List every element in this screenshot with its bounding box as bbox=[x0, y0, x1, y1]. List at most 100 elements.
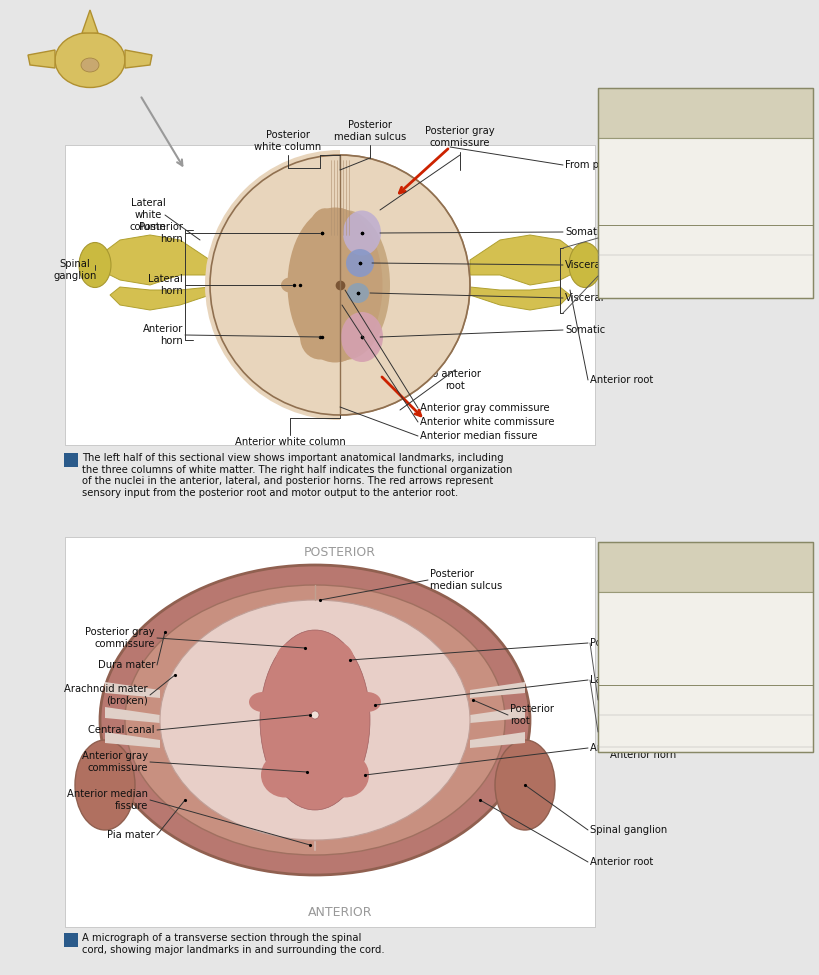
Text: Anterior horn: Anterior horn bbox=[609, 750, 676, 760]
Polygon shape bbox=[28, 50, 55, 68]
Text: b: b bbox=[68, 934, 75, 945]
Polygon shape bbox=[469, 235, 579, 285]
Text: Dura mater: Dura mater bbox=[97, 660, 155, 670]
Polygon shape bbox=[100, 235, 210, 285]
Text: Posterior gray
commissure: Posterior gray commissure bbox=[85, 627, 155, 648]
Polygon shape bbox=[124, 50, 152, 68]
Text: Structural Organization
of Gray Matter: Structural Organization of Gray Matter bbox=[627, 553, 783, 581]
Text: Posterior
white column: Posterior white column bbox=[254, 131, 321, 152]
Text: The cell bodies of neurons
in the gray matter of the
spinal cord are organized
i: The cell bodies of neurons in the gray m… bbox=[604, 145, 731, 202]
Ellipse shape bbox=[124, 585, 505, 855]
Text: Anterior gray
commissure: Anterior gray commissure bbox=[82, 751, 147, 773]
Text: Lateral horn: Lateral horn bbox=[590, 675, 649, 685]
Polygon shape bbox=[469, 732, 524, 748]
FancyBboxPatch shape bbox=[65, 452, 79, 466]
Text: Lateral horn: Lateral horn bbox=[609, 727, 670, 737]
Ellipse shape bbox=[320, 753, 369, 798]
FancyBboxPatch shape bbox=[597, 138, 812, 298]
Text: Somatic: Somatic bbox=[564, 325, 604, 335]
Ellipse shape bbox=[281, 277, 303, 293]
Ellipse shape bbox=[260, 630, 369, 810]
Text: Anterior
horn: Anterior horn bbox=[143, 325, 183, 346]
Text: Anterior root: Anterior root bbox=[590, 375, 653, 385]
Ellipse shape bbox=[160, 600, 469, 840]
Text: Anterior gray commissure: Anterior gray commissure bbox=[419, 403, 549, 413]
Polygon shape bbox=[105, 707, 160, 723]
Text: Anterior median fissure: Anterior median fissure bbox=[419, 431, 536, 441]
Text: Functional Organization
of Gray Matter: Functional Organization of Gray Matter bbox=[626, 99, 784, 127]
Ellipse shape bbox=[300, 210, 390, 360]
Text: Arachnoid mater
(broken): Arachnoid mater (broken) bbox=[65, 684, 147, 706]
Ellipse shape bbox=[352, 692, 381, 712]
Polygon shape bbox=[469, 287, 569, 310]
Ellipse shape bbox=[306, 209, 337, 257]
Text: Pia mater: Pia mater bbox=[107, 830, 155, 840]
Text: Posterior horn: Posterior horn bbox=[609, 695, 679, 705]
Text: Visceral: Visceral bbox=[564, 293, 604, 303]
Ellipse shape bbox=[319, 642, 354, 682]
FancyBboxPatch shape bbox=[597, 88, 812, 138]
Ellipse shape bbox=[100, 565, 529, 875]
Ellipse shape bbox=[300, 315, 340, 360]
Text: Posterior
median sulcus: Posterior median sulcus bbox=[429, 569, 501, 591]
Text: Anterior horn: Anterior horn bbox=[590, 743, 655, 753]
Text: The left half of this sectional view shows important anatomical landmarks, inclu: The left half of this sectional view sho… bbox=[82, 453, 512, 498]
Ellipse shape bbox=[346, 283, 369, 303]
Text: To anterior
root: To anterior root bbox=[428, 370, 481, 391]
Text: ANTERIOR: ANTERIOR bbox=[307, 906, 372, 918]
Ellipse shape bbox=[341, 312, 382, 362]
Text: Central canal: Central canal bbox=[88, 725, 155, 735]
Polygon shape bbox=[105, 732, 160, 748]
Text: Spinal ganglion: Spinal ganglion bbox=[590, 825, 667, 835]
Text: Spinal
ganglion: Spinal ganglion bbox=[53, 259, 97, 281]
Text: Sensory nuclei: Sensory nuclei bbox=[609, 233, 682, 243]
Ellipse shape bbox=[495, 740, 554, 830]
Text: Visceral: Visceral bbox=[564, 260, 604, 270]
Text: Posterior gray
commissure: Posterior gray commissure bbox=[425, 127, 494, 148]
Text: From posterior root: From posterior root bbox=[564, 160, 659, 170]
FancyBboxPatch shape bbox=[597, 542, 812, 592]
FancyBboxPatch shape bbox=[65, 145, 595, 445]
Ellipse shape bbox=[55, 32, 124, 88]
Ellipse shape bbox=[568, 243, 600, 288]
Text: Posterior
horn: Posterior horn bbox=[139, 222, 183, 244]
Ellipse shape bbox=[342, 211, 381, 255]
Circle shape bbox=[310, 711, 319, 719]
Ellipse shape bbox=[287, 208, 382, 363]
Text: Posterior
root: Posterior root bbox=[509, 704, 554, 725]
Polygon shape bbox=[105, 682, 160, 698]
Text: Anterior white column: Anterior white column bbox=[234, 437, 345, 447]
Wedge shape bbox=[205, 150, 340, 420]
Ellipse shape bbox=[281, 277, 303, 293]
Wedge shape bbox=[340, 156, 468, 414]
Ellipse shape bbox=[75, 740, 135, 830]
FancyBboxPatch shape bbox=[597, 592, 812, 752]
Polygon shape bbox=[110, 287, 210, 310]
Ellipse shape bbox=[260, 753, 309, 798]
Text: Posterior
median sulcus: Posterior median sulcus bbox=[333, 120, 405, 142]
Text: Somatic: Somatic bbox=[564, 227, 604, 237]
Text: Anterior root: Anterior root bbox=[590, 857, 653, 867]
Text: a: a bbox=[68, 454, 75, 464]
Ellipse shape bbox=[346, 249, 373, 277]
Ellipse shape bbox=[287, 208, 382, 363]
Text: Lateral
white
column: Lateral white column bbox=[129, 198, 166, 232]
Circle shape bbox=[210, 155, 469, 415]
Text: Motor nuclei: Motor nuclei bbox=[609, 271, 671, 281]
Ellipse shape bbox=[249, 692, 277, 712]
Ellipse shape bbox=[300, 315, 340, 360]
Polygon shape bbox=[82, 10, 98, 33]
FancyBboxPatch shape bbox=[65, 932, 79, 947]
Text: A micrograph of a transverse section through the spinal
cord, showing major land: A micrograph of a transverse section thr… bbox=[82, 933, 384, 955]
Ellipse shape bbox=[79, 243, 111, 288]
Text: Anterior median
fissure: Anterior median fissure bbox=[67, 789, 147, 811]
Text: The projections of gray
matter toward the outer
surface of the spinal cord
are c: The projections of gray matter toward th… bbox=[604, 599, 727, 644]
Text: POSTERIOR: POSTERIOR bbox=[304, 547, 376, 560]
Polygon shape bbox=[469, 682, 524, 698]
Text: Lateral
horn: Lateral horn bbox=[148, 274, 183, 295]
Text: Anterior white commissure: Anterior white commissure bbox=[419, 417, 554, 427]
Ellipse shape bbox=[81, 58, 99, 72]
Ellipse shape bbox=[275, 642, 310, 682]
FancyBboxPatch shape bbox=[65, 537, 595, 927]
Ellipse shape bbox=[306, 209, 337, 257]
